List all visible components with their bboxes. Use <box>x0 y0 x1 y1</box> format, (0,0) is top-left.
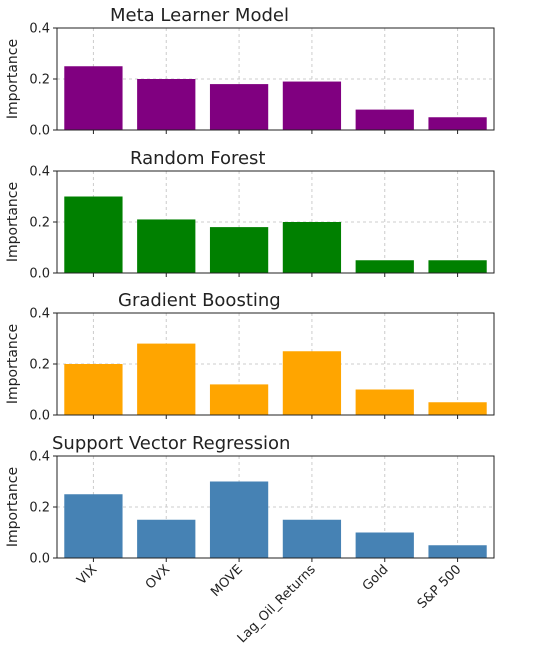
x-tick-label-lag-oil-returns: Lag_Oil_Returns <box>235 562 319 646</box>
chart-title: Meta Learner Model <box>110 5 289 26</box>
x-tick-label-gold: Gold <box>360 562 392 594</box>
y-axis-label: Importance <box>5 182 21 262</box>
y-tick-label: 0.4 <box>29 165 50 180</box>
bar-s-p-500 <box>428 545 487 558</box>
bar-lag-oil-returns <box>282 222 342 273</box>
panel-support-vector-regression: Support Vector Regression 0.0 0.2 0.4 Import… <box>5 433 495 567</box>
bar-s-p-500 <box>428 402 487 415</box>
bar-move <box>209 481 269 558</box>
bar-lag-oil-returns <box>282 351 342 415</box>
bar-vix <box>64 66 123 130</box>
bar-s-p-500 <box>428 260 487 273</box>
panel-random-forest: Random Forest 0.0 0.2 0.4 Importance <box>5 148 495 282</box>
x-tick-label-vix: VIX <box>74 562 100 588</box>
bar-move <box>209 384 269 415</box>
y-tick-label: 0.2 <box>29 501 50 516</box>
chart-title: Gradient Boosting <box>118 290 281 311</box>
y-tick-label: 0.4 <box>29 22 50 37</box>
y-tick-label: 0.0 <box>29 552 50 567</box>
x-tick-label-s-p-500: S&P 500 <box>415 562 465 612</box>
bar-ovx <box>137 79 196 130</box>
y-tick-label: 0.4 <box>29 450 50 465</box>
panel-meta-learner-model: Meta Learner Model 0.0 0.2 0.4 Importance <box>5 5 495 139</box>
y-tick-label: 0.0 <box>29 124 50 139</box>
bar-vix <box>64 494 123 558</box>
bar-gold <box>355 389 414 415</box>
panel-gradient-boosting: Gradient Boosting 0.0 0.2 0.4 Importance <box>5 290 495 424</box>
chart-title: Support Vector Regression <box>52 433 290 454</box>
y-tick-label: 0.2 <box>29 358 50 373</box>
bar-gold <box>355 532 414 558</box>
x-tick-label-move: MOVE <box>208 562 246 600</box>
y-tick-label: 0.2 <box>29 216 50 231</box>
y-tick-label: 0.0 <box>29 267 50 282</box>
bar-lag-oil-returns <box>282 519 342 558</box>
bar-lag-oil-returns <box>282 81 342 130</box>
y-axis-label: Importance <box>5 324 21 404</box>
bar-ovx <box>137 219 196 273</box>
chart-title: Random Forest <box>130 148 265 169</box>
bar-ovx <box>137 519 196 558</box>
bar-vix <box>64 196 123 273</box>
bar-gold <box>355 260 414 273</box>
x-tick-label-ovx: OVX <box>143 562 173 592</box>
y-tick-label: 0.0 <box>29 409 50 424</box>
y-tick-label: 0.2 <box>29 73 50 88</box>
bar-s-p-500 <box>428 117 487 130</box>
bar-vix <box>64 364 123 415</box>
y-tick-label: 0.4 <box>29 307 50 322</box>
bar-ovx <box>137 343 196 415</box>
bar-gold <box>355 109 414 130</box>
y-axis-label: Importance <box>5 467 21 547</box>
y-axis-label: Importance <box>5 39 21 119</box>
bar-move <box>209 84 269 130</box>
bar-move <box>209 227 269 273</box>
